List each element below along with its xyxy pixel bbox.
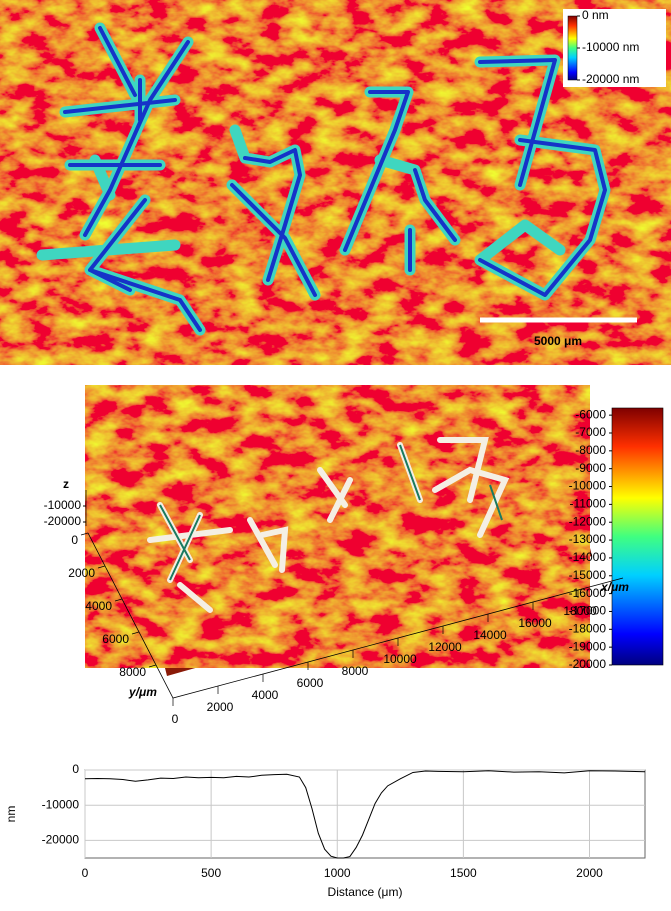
y-tick-label: -10000 [42, 797, 80, 811]
x-tick-label: 16000 [518, 616, 552, 630]
colorbar-tick-label: 0 nm [582, 8, 609, 22]
y-tick [97, 565, 106, 569]
x-tick-label: 18000 [563, 604, 597, 618]
x-tick-label: 2000 [207, 700, 234, 714]
colorbar-tick-label: -19000 [569, 639, 607, 653]
colorbar-tick-label: -8000 [575, 443, 606, 457]
x-axis-label: Distance (μm) [328, 885, 403, 899]
colorbar-tick-label: -13000 [569, 532, 607, 546]
colorbar [567, 15, 578, 81]
y-axis-label: nm [4, 806, 18, 823]
colorbar-tick-label: -7000 [575, 425, 606, 439]
y-tick-label: 0 [71, 533, 78, 547]
x-tick-label: 0 [82, 866, 89, 880]
colorbar-tick-label: -10000 nm [582, 40, 639, 54]
y-tick-label: 0 [72, 762, 79, 776]
colorbar-box [563, 9, 666, 87]
colorbar-tick-label: -10000 [569, 479, 607, 493]
y-axis-label: y/μm [128, 685, 157, 699]
y-tick-label: 6000 [102, 632, 129, 646]
x-tick-label: 1500 [450, 866, 477, 880]
colorbar-tick-label: -15000 [569, 568, 607, 582]
colorbar-tick-label: -14000 [569, 550, 607, 564]
z-axis-label: z [63, 477, 69, 491]
x-tick-label: 500 [201, 866, 221, 880]
surface-top [85, 385, 590, 668]
profile-line [84, 770, 646, 859]
plot-area [84, 769, 646, 859]
y-tick [80, 532, 89, 536]
colorbar-tick-label: -20000 [569, 657, 607, 671]
y-tick [131, 631, 140, 635]
x-axis-label: x/μm [600, 580, 629, 594]
x-tick-label: 8000 [342, 664, 369, 678]
y-tick-label: 2000 [68, 566, 95, 580]
x-tick-label: 4000 [252, 688, 279, 702]
x-tick-label: 12000 [428, 640, 462, 654]
x-tick-label: 0 [172, 712, 179, 726]
surface-characters [147, 437, 510, 613]
x-tick-label: 14000 [473, 628, 507, 642]
y-tick [114, 598, 123, 602]
colorbar-tick-label: -16000 [569, 586, 607, 600]
x-tick-label: 1000 [324, 866, 351, 880]
colorbar-tick-label: -12000 [569, 514, 607, 528]
y-tick [148, 664, 157, 668]
colorbar-tick-label: -11000 [570, 497, 607, 511]
x-tick-label: 2000 [576, 866, 603, 880]
z-tick-label: -10000 [44, 498, 82, 512]
engraved-characters [36, 22, 611, 336]
surface-side [165, 548, 592, 676]
colorbar-tick-label: -6000 [575, 407, 606, 421]
y-tick-label: -20000 [42, 833, 80, 847]
colorbar-tick-label: -9000 [575, 461, 606, 475]
y-tick-label: 8000 [119, 665, 146, 679]
z-tick-label: -20000 [44, 514, 82, 528]
x-tick-label: 6000 [297, 676, 324, 690]
scale-bar-label: 5000 μm [534, 334, 582, 348]
y-tick-label: 4000 [85, 599, 112, 613]
height-map-panel: 0 nm -10000 nm -20000 nm 5000 μm [0, 0, 671, 365]
x-tick-label: 10000 [383, 652, 417, 666]
profile-panel: 0 500 1000 1500 2000 0 -10000 -20000 Distance (μ… [4, 762, 646, 899]
surface-panel: 0 2000 4000 6000 8000 10000 12000 14000 16000 180… [44, 385, 664, 726]
colorbar-tick-label: -20000 nm [582, 72, 639, 86]
colorbar-tick-label: -17000 [569, 604, 607, 618]
colorbar-tick-label: -18000 [569, 621, 607, 635]
colorbar [611, 407, 664, 666]
